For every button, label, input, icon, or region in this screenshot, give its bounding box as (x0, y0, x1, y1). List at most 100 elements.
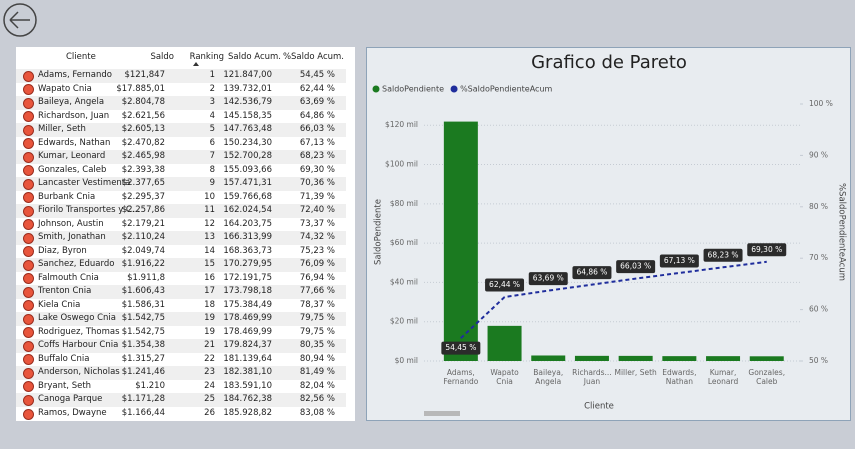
table-cell: 168.363,73 (223, 245, 272, 256)
y-tick-label: $120 mil (385, 120, 418, 129)
table-row: Falmouth Cnia $1.911,8 16 172.191,75 76,94 % (16, 271, 346, 286)
y2-tick-label: 60 % (809, 305, 828, 314)
table-row: Coffs Harbour Cnia $1.354,38 21 179.824,37 8… (16, 339, 346, 353)
table-cell: 75,23 % (299, 245, 335, 256)
table-cell: Canoga Parque (38, 394, 103, 405)
x-tick-label: Miller, Seth (614, 368, 657, 377)
table-cell: 184.762,38 (223, 394, 272, 405)
table-row: Smith, Jonathan $2.110,24 13 166.313,99 74,3… (16, 231, 346, 245)
table-cell: $2.804,78 (121, 97, 165, 108)
data-label: 68,23 % (703, 248, 743, 262)
table-cell: 67,13 % (299, 137, 335, 148)
table-cell: 54,45 % (299, 70, 335, 80)
y-tick-label: $20 mil (390, 317, 418, 326)
data-label: 62,44 % (485, 278, 525, 292)
data-label-box (659, 254, 699, 268)
status-icon (23, 313, 34, 325)
table-cell: $1.171,28 (121, 394, 165, 405)
column-header: Saldo Acum. (228, 52, 281, 62)
table-cell: 17 (204, 286, 215, 297)
table-cell: Miller, Seth (38, 124, 86, 135)
table-cell: Adams, Fernando (38, 70, 112, 80)
table-cell: $2.465,98 (121, 151, 165, 162)
data-label-box (572, 266, 612, 280)
table-cell: $1.606,43 (121, 286, 165, 297)
table-cell: 12 (204, 218, 215, 229)
status-icon (23, 273, 34, 285)
x-tick-label: Richards... Juan (572, 368, 612, 386)
legend-marker (372, 85, 380, 93)
table-cell: 73,37 % (299, 218, 335, 229)
table-cell: 6 (209, 137, 215, 148)
table-cell: 8 (209, 164, 215, 175)
data-label-text: 63,69 % (533, 274, 564, 283)
table-cell: 71,39 % (299, 191, 335, 202)
bar (531, 355, 566, 361)
table-cell: $2.621,56 (121, 110, 165, 121)
back-arrow (9, 11, 30, 29)
x-tick-label: Gonzales, Caleb (748, 368, 786, 386)
y-tick-label: $60 mil (390, 238, 418, 247)
table-row: Edwards, Nathan $2.470,82 6 150.234,30 67,13… (16, 136, 346, 151)
table-cell: Edwards, Nathan (38, 137, 111, 148)
table-cell: 18 (204, 299, 215, 310)
status-icon (23, 165, 34, 177)
table-cell: $2.393,38 (121, 164, 165, 175)
table-cell: Baileya, Angela (38, 97, 105, 108)
table-cell: Fiorilo Transportes y C... (38, 205, 140, 216)
status-icon (23, 367, 34, 379)
table-cell: 139.732,01 (223, 83, 272, 94)
y-axis-title: SaldoPendiente (374, 199, 384, 265)
table-cell: Kiela Cnia (38, 299, 81, 310)
table-cell: $1.315,27 (121, 353, 165, 364)
table-cell: 185.928,82 (223, 408, 272, 418)
bar (487, 325, 522, 361)
data-label: 66,03 % (616, 260, 656, 274)
table-cell: 77,66 % (299, 286, 335, 297)
table-cell: Falmouth Cnia (38, 272, 99, 283)
status-icon (23, 340, 34, 352)
table-cell: 145.158,35 (223, 110, 272, 121)
table-row: Canoga Parque $1.171,28 25 184.762,38 82,56 … (16, 393, 346, 407)
table-cell: 11 (204, 205, 215, 216)
table-cell: Rodriguez, Thomas (38, 326, 120, 337)
table-row: Anderson, Nicholas $1.241,46 23 182.381,10 8… (16, 366, 346, 380)
bar (662, 356, 697, 361)
y-tick-label: $100 mil (385, 160, 418, 169)
table-cell: Coffs Harbour Cnia (38, 340, 119, 351)
y2-tick-label: 100 % (809, 99, 833, 108)
table-cell: 79,75 % (299, 326, 335, 337)
table-cell: Burbank Cnia (38, 191, 96, 202)
table-row: Kiela Cnia $1.586,31 18 175.384,49 78,37 % (16, 298, 346, 313)
table-cell: 19 (204, 326, 215, 337)
data-label-text: 54,45 % (445, 343, 476, 352)
table-cell: Lancaster Vestimenta (38, 178, 131, 189)
status-icon (23, 246, 34, 258)
y2-tick-label: 70 % (809, 253, 828, 262)
table-cell: Richardson, Juan (38, 110, 110, 121)
table-cell: 66,03 % (299, 124, 335, 135)
scrollbar[interactable] (424, 411, 460, 416)
back-button[interactable] (3, 3, 37, 37)
x-tick-label: Kumar, Leonard (707, 368, 739, 386)
table-row: Adams, Fernando $121,847 1 121.847,00 54,45 … (16, 69, 346, 83)
table-cell: $1.542,75 (121, 326, 165, 337)
table-row: Bryant, Seth $1.210 24 183.591,10 82,04 % (16, 379, 346, 394)
table-cell: 170.279,95 (223, 259, 272, 270)
table-cell: 62,44 % (299, 83, 335, 94)
table-cell: 162.024,54 (223, 205, 272, 216)
table-cell: 70,36 % (299, 178, 335, 189)
table-cell: 68,23 % (299, 151, 335, 162)
table-cell: $1.911,8 (127, 272, 165, 283)
y2-tick-label: 90 % (809, 150, 828, 159)
table-cell: 25 (204, 394, 215, 405)
status-icon (23, 192, 34, 204)
status-icon (23, 111, 34, 123)
table-row: Johnson, Austin $2.179,21 12 164.203,75 73,3… (16, 217, 346, 232)
table-cell: 179.824,37 (223, 340, 272, 351)
table-cell: 150.234,30 (223, 137, 272, 148)
data-label-box (703, 248, 743, 262)
table-cell: 23 (204, 367, 215, 378)
table-cell: 9 (209, 178, 215, 189)
table-cell: Bryant, Seth (38, 380, 92, 391)
